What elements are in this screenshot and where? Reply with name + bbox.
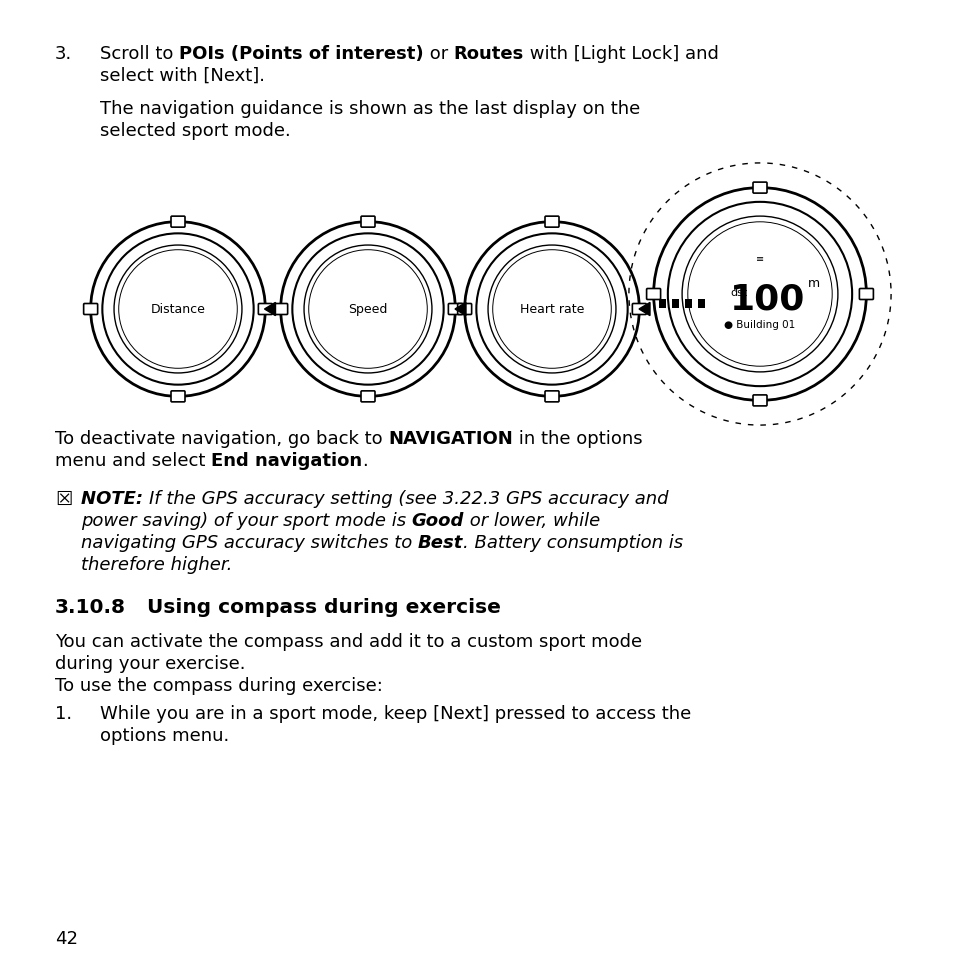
Circle shape	[280, 222, 455, 397]
FancyBboxPatch shape	[752, 183, 766, 193]
Text: menu and select: menu and select	[55, 452, 211, 470]
Text: options menu.: options menu.	[100, 726, 229, 744]
FancyBboxPatch shape	[457, 304, 471, 315]
Text: You can activate the compass and add it to a custom sport mode: You can activate the compass and add it …	[55, 633, 641, 650]
Circle shape	[476, 234, 627, 385]
Text: NOTE:: NOTE:	[81, 490, 149, 507]
Circle shape	[667, 203, 851, 387]
Text: ☒: ☒	[55, 490, 72, 509]
Polygon shape	[455, 303, 465, 316]
FancyBboxPatch shape	[84, 304, 97, 315]
Circle shape	[309, 251, 427, 369]
Bar	[671, 299, 679, 309]
Text: navigating GPS accuracy switches to: navigating GPS accuracy switches to	[81, 534, 417, 552]
Text: ● Building 01: ● Building 01	[723, 320, 795, 330]
Text: End navigation: End navigation	[211, 452, 362, 470]
Text: .: .	[362, 452, 368, 470]
FancyBboxPatch shape	[360, 392, 375, 402]
Circle shape	[102, 234, 253, 385]
FancyBboxPatch shape	[274, 304, 288, 315]
Text: Using compass during exercise: Using compass during exercise	[126, 598, 500, 617]
Circle shape	[304, 246, 432, 374]
Bar	[684, 299, 691, 309]
Bar	[698, 299, 704, 309]
Circle shape	[91, 222, 265, 397]
Text: with [Light Lock] and: with [Light Lock] and	[523, 45, 719, 63]
FancyBboxPatch shape	[752, 395, 766, 407]
Text: To deactivate navigation, go back to: To deactivate navigation, go back to	[55, 430, 388, 448]
Text: NAVIGATION: NAVIGATION	[388, 430, 513, 448]
Text: dst: dst	[730, 288, 747, 297]
Text: Best: Best	[417, 534, 462, 552]
Text: . Battery consumption is: . Battery consumption is	[462, 534, 682, 552]
Text: therefore higher.: therefore higher.	[81, 556, 232, 574]
Circle shape	[114, 246, 242, 374]
Text: To use the compass during exercise:: To use the compass during exercise:	[55, 677, 382, 695]
FancyBboxPatch shape	[632, 304, 646, 315]
Text: 1.: 1.	[55, 704, 72, 722]
Text: Good: Good	[411, 512, 463, 530]
Circle shape	[492, 251, 611, 369]
Text: ≡: ≡	[755, 253, 763, 264]
Text: m: m	[807, 276, 820, 290]
Polygon shape	[639, 303, 649, 316]
Text: 3.: 3.	[55, 45, 72, 63]
Text: Speed: Speed	[348, 303, 387, 316]
FancyBboxPatch shape	[360, 217, 375, 228]
Text: Heart rate: Heart rate	[519, 303, 583, 316]
Circle shape	[464, 222, 639, 397]
FancyBboxPatch shape	[544, 217, 558, 228]
Text: If the GPS accuracy setting (see 3.22.3 GPS accuracy and: If the GPS accuracy setting (see 3.22.3 …	[149, 490, 668, 507]
Circle shape	[118, 251, 237, 369]
Text: POIs (Points of interest): POIs (Points of interest)	[179, 45, 423, 63]
Text: The navigation guidance is shown as the last display on the: The navigation guidance is shown as the …	[100, 100, 639, 118]
Text: Routes: Routes	[454, 45, 523, 63]
Text: Distance: Distance	[151, 303, 205, 316]
Text: 42: 42	[55, 929, 78, 947]
Text: or: or	[423, 45, 454, 63]
Text: or lower, while: or lower, while	[463, 512, 599, 530]
FancyBboxPatch shape	[258, 304, 272, 315]
Circle shape	[292, 234, 443, 385]
Circle shape	[488, 246, 616, 374]
Text: power saving) of your sport mode is: power saving) of your sport mode is	[81, 512, 411, 530]
Polygon shape	[264, 303, 275, 316]
Text: 3.10.8: 3.10.8	[55, 598, 126, 617]
Circle shape	[687, 223, 831, 367]
Text: in the options: in the options	[513, 430, 642, 448]
Circle shape	[653, 189, 865, 401]
FancyBboxPatch shape	[171, 217, 185, 228]
Text: during your exercise.: during your exercise.	[55, 655, 245, 672]
Circle shape	[681, 217, 837, 373]
Text: Scroll to: Scroll to	[100, 45, 179, 63]
FancyBboxPatch shape	[171, 392, 185, 402]
Text: select with [Next].: select with [Next].	[100, 67, 265, 85]
FancyBboxPatch shape	[859, 289, 873, 300]
Text: While you are in a sport mode, keep [Next] pressed to access the: While you are in a sport mode, keep [Nex…	[100, 704, 691, 722]
Bar	[659, 299, 665, 309]
FancyBboxPatch shape	[544, 392, 558, 402]
FancyBboxPatch shape	[646, 289, 659, 300]
FancyBboxPatch shape	[448, 304, 462, 315]
Text: 100: 100	[729, 282, 804, 316]
Text: selected sport mode.: selected sport mode.	[100, 122, 291, 140]
